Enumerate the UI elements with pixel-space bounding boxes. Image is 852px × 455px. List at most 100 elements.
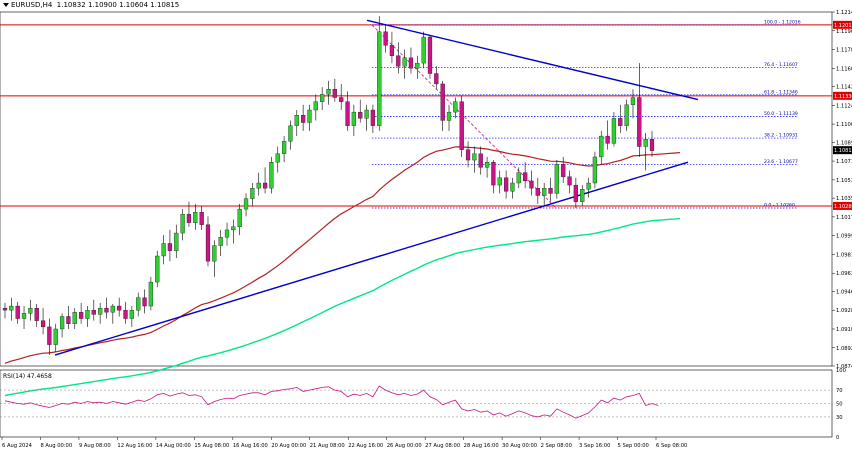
x-tick-label: 21 Aug 08:00 [310,443,345,449]
candle-body [256,182,261,189]
candle-body [434,73,439,85]
y-tick-label: 1.09280 [836,308,852,314]
candle-body [136,297,141,311]
candle-body [72,312,77,324]
candle-body [611,118,617,144]
x-tick-label: 16 Aug 16:00 [233,443,268,449]
candle-body [332,89,337,98]
candle-body [377,31,382,126]
candle-body [231,226,236,231]
candle-body [2,307,8,311]
candle-body [250,188,255,199]
candle-body [262,182,268,189]
axis-layer: 1.12140 1.11960 1.11780 1.11600 1.11425 1.112… [1,10,852,449]
rsi-indicator-label: RSI(14) 47.4658 [3,373,52,380]
rsi-tick-label: 50 [836,402,843,408]
candle-body [79,312,84,319]
candle-body [269,162,274,189]
candle-body [649,139,655,151]
candle-body [415,62,420,69]
y-tick-label: 1.10175 [836,215,852,221]
rsi-tick-label: 70 [836,388,843,394]
rsi-tick-label: 100 [836,368,846,374]
candle-body [630,97,636,105]
grid-layer [0,11,833,438]
y-tick-label: 1.10355 [836,196,852,202]
candle-body [465,149,471,161]
x-tick-label: 12 Aug 16:00 [117,443,152,449]
candle-body [370,109,376,126]
candle-body [440,83,445,121]
candle-body [554,164,559,194]
x-tick-label: 6 Aug 2024 [2,443,33,449]
candle-body [148,281,154,307]
candle-body [592,156,598,184]
x-tick-label: 2 Sep 08:00 [541,443,572,449]
collapse-triangle-icon[interactable] [3,3,9,7]
ohlc-values: 1.10832 1.10900 1.10604 1.10815 [56,1,180,9]
x-tick-label: 28 Aug 16:00 [464,443,499,449]
symbol-info-line[interactable]: EURUSD,H4 1.10832 1.10900 1.10604 1.1081… [3,1,179,9]
price-tag-box [833,20,852,29]
candle-body [155,255,160,283]
y-tick-label: 1.09995 [836,234,852,240]
candle-body [516,172,521,184]
x-tick-label: 20 Aug 00:00 [271,443,306,449]
candle-body [364,109,369,119]
candle-body [472,153,477,161]
candle-body [301,115,306,123]
x-tick-label: 15 Aug 08:00 [194,443,229,449]
price-tag-box [833,91,852,100]
candle-body [180,214,185,234]
candle-body [643,139,648,147]
candle-body [123,310,128,319]
candle-body [624,104,629,126]
y-tick-label: 1.10710 [836,159,852,165]
candle-body [548,188,553,194]
candle-body [326,89,331,95]
y-tick-label: 1.11065 [836,122,852,128]
x-tick-label: 9 Aug 08:00 [79,443,111,449]
candle-body [542,188,547,196]
candle-body [21,313,27,319]
candle-body [288,125,293,142]
candle-body [339,97,344,102]
candle-body [459,101,464,150]
y-tick-label: 1.09460 [836,289,852,295]
candle-body [28,307,33,314]
fib-level-label: 100.0 - 1.12016 [764,19,801,25]
candle-body [402,57,407,67]
x-tick-label: 26 Aug 00:00 [387,443,422,449]
rsi-line [4,385,659,419]
candle-body [186,214,192,223]
price-tag-label: 1.11336 [834,94,852,100]
y-tick-label: 1.11780 [836,48,852,54]
x-tick-label: 5 Sep 00:00 [618,443,649,449]
candle-body [491,162,496,186]
x-tick-label: 8 Aug 00:00 [40,443,72,449]
rsi-tick-label: 30 [836,415,843,421]
candle-body [637,97,642,147]
x-tick-label: 14 Aug 00:00 [156,443,191,449]
candle-body [243,198,249,210]
candle-body [167,243,173,251]
fib-level-label: 61.8 - 1.11346 [764,89,798,95]
candle-body [599,135,604,158]
y-tick-label: 1.12140 [836,10,852,16]
candle-body [618,118,623,126]
candle-body [396,55,401,67]
x-tick-label: 6 Sep 08:00 [656,443,687,449]
candle-body [408,57,414,69]
candle-body [161,243,166,257]
candle-body [307,109,312,123]
candle-body [320,94,325,102]
candle-body [237,208,242,227]
rsi-tick-label: 0 [836,435,839,441]
candle-body [15,305,20,319]
fib-level-label: 23.6 - 1.10677 [764,159,798,165]
y-tick-label: 1.11425 [836,85,852,91]
candle-body [478,153,483,168]
candle-body [567,176,572,186]
x-tick-label: 3 Sep 16:00 [579,443,610,449]
